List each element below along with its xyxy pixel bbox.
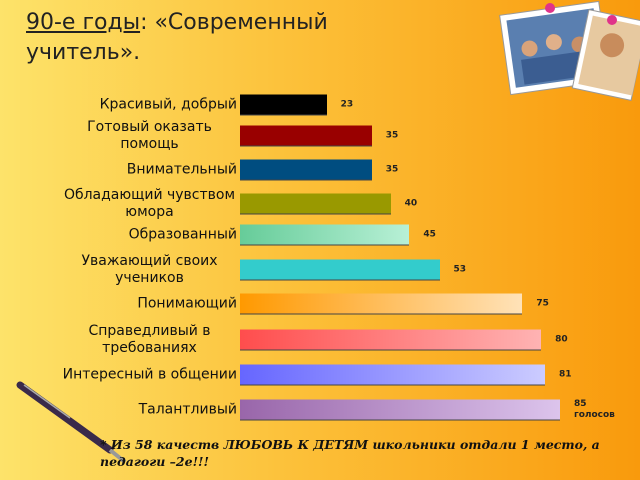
value-label: 45: [423, 229, 436, 240]
category-label: Талантливый: [138, 401, 237, 418]
pen: [16, 381, 127, 464]
value-label: 35: [385, 164, 399, 175]
category-label: Понимающий: [137, 295, 237, 312]
bar: [240, 399, 560, 421]
bar: [240, 364, 545, 386]
bar: [240, 293, 523, 315]
bar: [240, 94, 327, 116]
bar: [240, 193, 391, 215]
pin: [607, 15, 617, 25]
category-label: Внимательный: [126, 161, 237, 178]
title-rest: : «Современный учитель».: [26, 10, 328, 65]
footnote: * Из 58 качеств ЛЮБОВЬ К ДЕТЯМ школьники…: [100, 437, 600, 469]
value-label: 53: [453, 264, 467, 275]
value-label: 81: [558, 369, 572, 380]
photo: [571, 9, 640, 101]
category-label: Обладающий чувством юмора: [63, 187, 236, 220]
category-label: Красивый, добрый: [99, 96, 237, 113]
category-label: Уважающий своих учеников: [81, 253, 218, 286]
value-label: 23: [340, 99, 354, 110]
value-label: 75: [536, 298, 549, 309]
value-label: 40: [404, 198, 418, 209]
category-label: Справедливый в требованиях: [88, 323, 211, 356]
value-label: 80: [555, 334, 568, 345]
bar: [240, 224, 410, 246]
bar: [240, 259, 440, 281]
value-label: 35: [385, 130, 399, 141]
category-label: Интересный в общении: [62, 366, 237, 383]
category-label: Готовый оказать помощь: [87, 119, 212, 152]
value-label: 85 голосов: [574, 399, 615, 420]
title-underlined: 90-е годы: [26, 10, 141, 35]
title: 90-е годы: «Современный учитель».: [26, 8, 426, 68]
pin: [545, 3, 555, 13]
bar: [240, 159, 372, 181]
category-label: Образованный: [128, 226, 237, 243]
bar: [240, 125, 372, 147]
bar: [240, 329, 542, 351]
